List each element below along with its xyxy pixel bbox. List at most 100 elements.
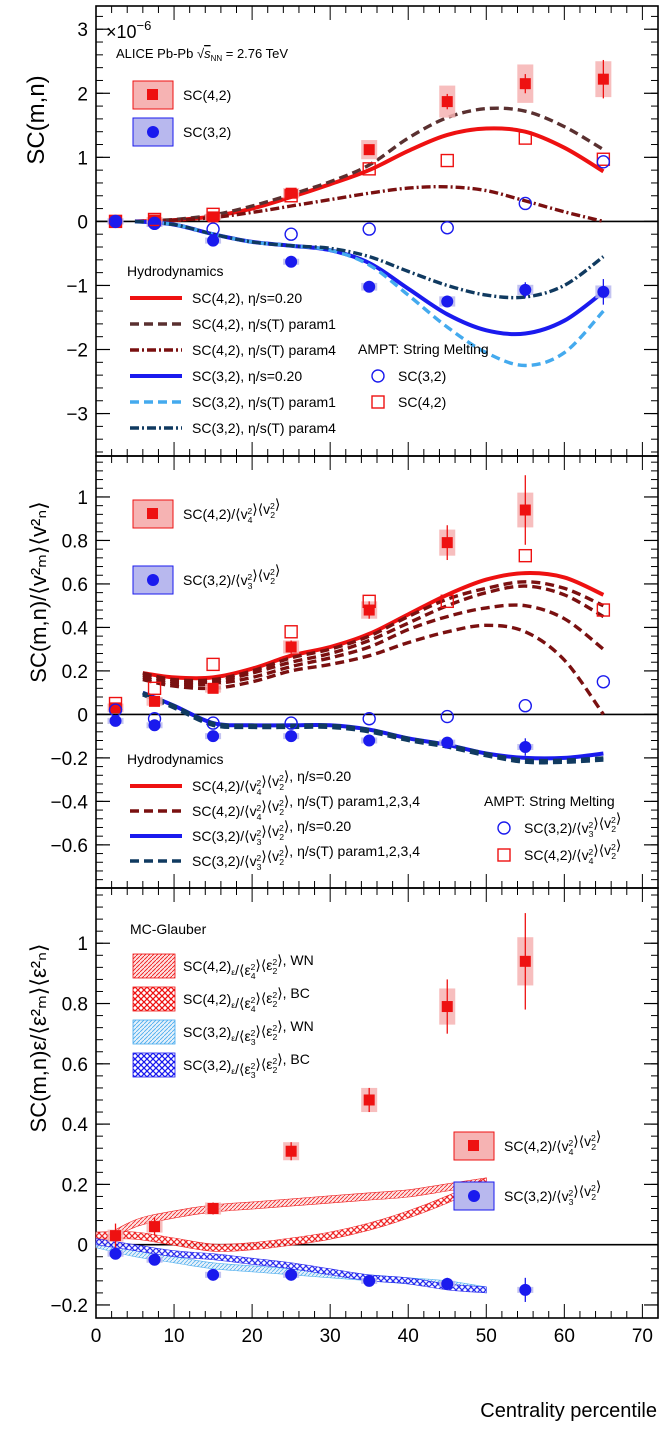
legend-marker [497,821,511,835]
y-axis-title: SC(m,n)ε/⟨ε²ₘ⟩⟨ε²ₙ⟩ [26,944,51,1133]
y-tick-label: 0.6 [62,575,88,596]
data-point [206,657,220,672]
hydro-curve [134,219,605,337]
legend-label: SC(3,2)ε/⟨ε32⟩⟨ε22⟩, BC [183,1051,310,1080]
data-point [108,703,123,717]
data-point [284,625,298,639]
data-point [519,1283,532,1296]
legend-label: SC(4,2), η/s(T) param4 [192,342,336,358]
data-point [440,221,454,235]
data-point [597,285,610,298]
legend-label: SC(4,2)/⟨v42⟩⟨v22⟩, η/s(T) param1,2,3,4 [192,793,420,822]
legends: SC(m,n) ×10−6 ALICE Pb-Pb √sNN = 2.76 TeV S… [23,18,657,1422]
hydro-curve [142,691,604,763]
hydro-curve [134,219,605,368]
data-point [440,709,454,724]
legend-label: SC(4,2) [398,394,446,410]
legend-marker [147,89,158,100]
x-tick-label: 60 [554,1326,575,1347]
y-tick-label: −2 [66,341,88,362]
data-point [518,699,533,713]
data-point [109,1247,122,1260]
data-point [147,212,162,227]
x-axis-title: Centrality percentile [480,1400,657,1422]
y-tick-label: 1 [77,148,88,169]
data-point [519,78,531,90]
legend-label: SC(3,2)/⟨v32⟩⟨v22⟩ [524,810,621,839]
data-point [441,1001,453,1013]
legend-label: SC(4,2)/⟨v42⟩⟨v22⟩ [504,1128,601,1157]
legend-label: SC(4,2)ε/⟨ε42⟩⟨ε22⟩, WN [183,952,314,981]
data-point [440,153,454,168]
legend-marker [147,574,159,586]
data-point [519,741,532,754]
y-tick-label: 0.6 [62,1055,88,1076]
data-point [206,716,220,730]
data-point [597,73,609,85]
data-point [109,714,122,727]
legend-swatch [132,953,176,979]
data-point [110,1230,122,1242]
hydro-curve [142,693,604,765]
y-tick-label: 0 [77,1236,88,1257]
data-point [363,144,375,156]
legend-label: SC(3,2)/⟨v32⟩⟨v22⟩, η/s(T) param1,2,3,4 [192,843,420,872]
legend-label: SC(4,2), η/s=0.20 [192,290,302,306]
data-point [149,695,161,707]
legend-marker [147,126,159,138]
legend-title: AMPT: String Melting [358,341,489,357]
legend-marker [371,369,385,383]
legend-label: SC(3,2) [398,368,446,384]
legend-label: SC(4,2)/⟨v42⟩⟨v22⟩ [524,837,621,866]
y-tick-label: −0.6 [50,836,88,857]
data-point [108,696,123,711]
x-tick-label: 20 [242,1326,263,1347]
y-tick-label: 0.8 [62,995,88,1016]
data-point [363,1274,376,1287]
legend-title: MC-Glauber [130,921,207,937]
exponent-label: ×10−6 [106,18,151,42]
y-tick-label: 2 [77,84,88,105]
legend-label: SC(3,2), η/s=0.20 [192,368,302,384]
y-tick-label: −3 [66,405,88,426]
y-axis-title: SC(m,n) [23,75,50,164]
legend-swatch [132,986,176,1012]
data-point [441,1277,454,1290]
y-tick-label: 0 [77,212,88,233]
data-point [363,280,376,293]
data-point [284,716,298,730]
data-point [147,216,162,231]
y-tick-label: 0 [77,705,88,726]
y-tick-label: 0.2 [62,1175,88,1196]
x-tick-label: 70 [632,1326,653,1347]
data-point [207,1203,219,1214]
data-point [108,214,123,229]
y-tick-label: 0.2 [62,662,88,683]
legend-label: SC(4,2) [183,87,231,103]
legend-title: Hydrodynamics [127,751,223,767]
data-point [284,227,298,241]
data-point [440,594,454,609]
y-tick-label: 0.8 [62,531,88,552]
data-point [362,222,376,236]
data-point [285,641,297,653]
legend-marker [147,508,158,519]
y-tick-label: −0.2 [50,749,88,770]
legend-label: SC(3,2)ε/⟨ε32⟩⟨ε22⟩, WN [183,1018,314,1047]
data-point [207,234,220,247]
data-point [109,215,122,228]
legend-label: SC(3,2), η/s(T) param4 [192,420,336,436]
data-point [206,207,220,222]
y-tick-label: 0.4 [62,1115,89,1136]
panel-middle: −0.6 −0.4 −0.2 0 0.2 0.4 0.6 0.8 1 [50,455,659,889]
data-point [207,1268,220,1281]
legend-label: SC(3,2) [183,124,231,140]
data-point [207,730,220,743]
data-point [441,96,453,108]
panel-bottom: −0.200.20.40.60.810 10 20 30 40 50 60 70 [50,887,659,1347]
data-point [147,681,162,696]
data-point [285,1268,298,1281]
data-point [518,548,533,563]
data-point [519,504,531,516]
data-point [149,1221,161,1233]
